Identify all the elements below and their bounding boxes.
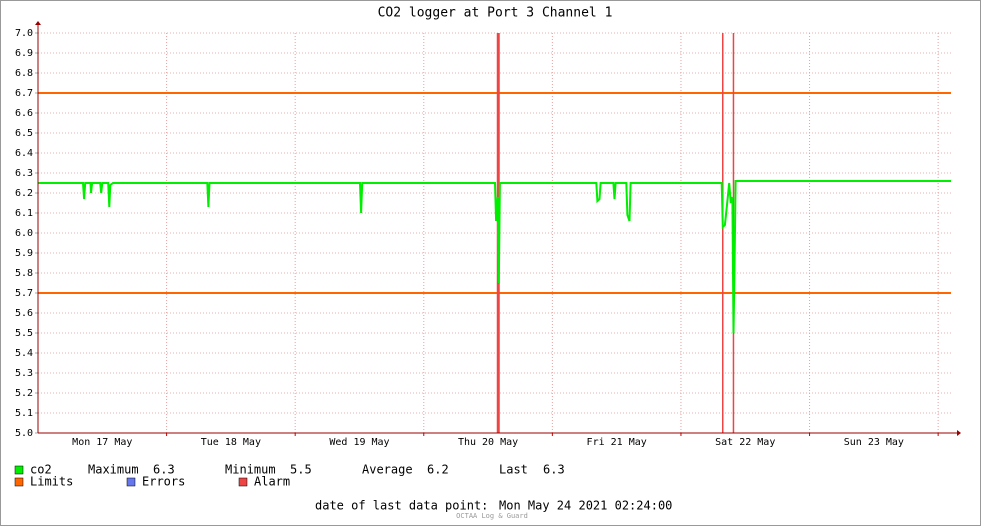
- credit: OCTAA Log & Guard: [456, 512, 528, 520]
- y-tick-label: 7.0: [15, 28, 33, 39]
- x-tick-label: Tue 18 May: [201, 437, 261, 448]
- legend-label: Errors: [142, 475, 185, 489]
- legend-swatch: [126, 477, 136, 487]
- y-tick-label: 6.4: [15, 148, 33, 159]
- y-tick-label: 6.3: [15, 168, 33, 179]
- y-arrow: [35, 21, 41, 25]
- footer-value: Mon May 24 2021 02:24:00: [499, 499, 672, 513]
- legend-swatch: [14, 477, 24, 487]
- x-tick-label: Sat 22 May: [715, 437, 775, 448]
- legend-label: Limits: [30, 475, 73, 489]
- y-tick-label: 6.5: [15, 128, 33, 139]
- stat-value: 5.5: [290, 463, 312, 477]
- y-tick-label: 6.6: [15, 108, 33, 119]
- legend-label: co2: [30, 463, 52, 477]
- x-tick-label: Fri 21 May: [587, 437, 647, 448]
- stat-value: 6.2: [427, 463, 449, 477]
- y-tick-label: 5.1: [15, 408, 33, 419]
- y-tick-label: 6.7: [15, 88, 33, 99]
- legend-swatch: [14, 465, 24, 475]
- x-tick-label: Wed 19 May: [329, 437, 389, 448]
- stat-value: 6.3: [543, 463, 565, 477]
- y-tick-label: 5.8: [15, 268, 33, 279]
- x-tick-label: Thu 20 May: [458, 437, 518, 448]
- y-tick-label: 6.1: [15, 208, 33, 219]
- y-tick-label: 5.2: [15, 388, 33, 399]
- stat-value: 6.3: [153, 463, 175, 477]
- y-tick-label: 5.0: [15, 428, 33, 439]
- stat-label: Minimum: [225, 463, 276, 477]
- y-tick-label: 5.9: [15, 248, 33, 259]
- stat-label: Average: [362, 463, 413, 477]
- stat-label: Maximum: [88, 463, 139, 477]
- y-tick-label: 5.3: [15, 368, 33, 379]
- stat-label: Last: [499, 463, 528, 477]
- chart-title: CO2 logger at Port 3 Channel 1: [378, 6, 613, 21]
- x-tick-label: Sun 23 May: [844, 437, 904, 448]
- footer-label: date of last data point:: [315, 499, 488, 513]
- y-tick-label: 6.8: [15, 68, 33, 79]
- x-tick-label: Mon 17 May: [72, 437, 132, 448]
- y-tick-label: 6.0: [15, 228, 33, 239]
- y-tick-label: 6.2: [15, 188, 33, 199]
- y-tick-label: 6.9: [15, 48, 33, 59]
- y-tick-label: 5.4: [15, 348, 33, 359]
- y-tick-label: 5.7: [15, 288, 33, 299]
- data-line: [38, 180, 951, 334]
- legend-swatch: [238, 477, 248, 487]
- legend-label: Alarm: [254, 475, 290, 489]
- x-arrow: [957, 430, 961, 436]
- y-tick-label: 5.6: [15, 308, 33, 319]
- y-tick-label: 5.5: [15, 328, 33, 339]
